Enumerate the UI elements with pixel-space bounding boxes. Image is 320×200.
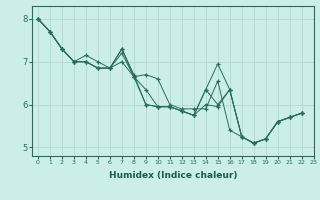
X-axis label: Humidex (Indice chaleur): Humidex (Indice chaleur) xyxy=(108,171,237,180)
